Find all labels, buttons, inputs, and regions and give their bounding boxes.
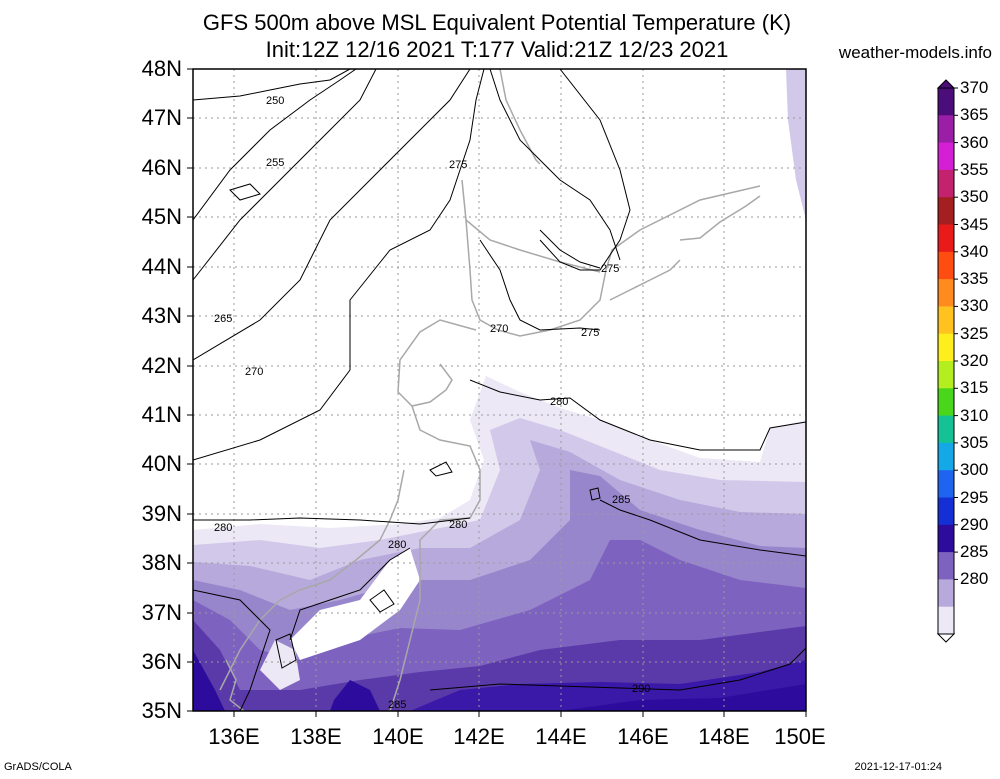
contour-label: 255: [266, 157, 284, 169]
lat-label: 35N: [141, 698, 182, 723]
lon-label: 146E: [617, 724, 669, 749]
colorbar-swatch: [938, 552, 954, 580]
colorbar-label: 320: [960, 351, 989, 370]
contour-label: 285: [388, 699, 406, 711]
contour-label: 275: [601, 263, 619, 275]
colorbar-swatch: [938, 224, 954, 253]
contour-label: 280: [449, 519, 467, 531]
colorbar-swatch: [938, 442, 954, 471]
lat-label: 41N: [141, 402, 182, 427]
contour-label: 265: [214, 313, 232, 325]
lat-label: 46N: [141, 155, 182, 180]
map-subtitle: Init:12Z 12/16 2021 T:177 Valid:21Z 12/2…: [265, 37, 729, 62]
colorbar-swatch: [938, 142, 954, 171]
lat-label: 37N: [141, 600, 182, 625]
band-294: [560, 684, 806, 711]
contour-label: 280: [388, 539, 406, 551]
band-east-edge: [786, 69, 806, 220]
colorbar-swatch: [938, 169, 954, 198]
lat-label: 44N: [141, 254, 182, 279]
colorbar-swatch: [938, 197, 954, 225]
colorbar-label: 285: [960, 542, 989, 562]
lon-label: 136E: [208, 724, 260, 749]
colorbar-label: 365: [960, 105, 989, 125]
colorbar-label: 310: [960, 405, 989, 425]
contour-label-group: 250 255 265 270 275 270 275 280 285 280 …: [214, 95, 650, 711]
axis-ticks: [187, 68, 807, 717]
colorbar-label: 280: [960, 569, 989, 589]
lat-label: 42N: [141, 353, 182, 378]
colorbar-swatch: [938, 497, 954, 526]
colorbar-label: 335: [960, 269, 989, 289]
grid-lines: [193, 69, 806, 711]
colorbar: [936, 79, 958, 643]
colorbar-label: 370: [960, 78, 989, 97]
theta-e-shading: [193, 69, 806, 711]
colorbar-swatch: [938, 415, 954, 444]
colorbar-swatch: [938, 279, 954, 307]
lon-label: 144E: [535, 724, 587, 749]
contour-label: 280: [550, 396, 568, 408]
colorbar-label: 355: [960, 159, 989, 179]
colorbar-label: 345: [960, 214, 989, 234]
lat-label: 45N: [141, 204, 182, 229]
contour-label: 270: [490, 323, 508, 335]
lat-label: 48N: [141, 56, 182, 81]
lat-label: 47N: [141, 105, 182, 130]
band-292b: [410, 660, 806, 711]
colorbar-label: 325: [960, 323, 989, 343]
contour-label: 270: [245, 366, 263, 378]
colorbar-label: 290: [960, 514, 989, 534]
contour-label: 275: [581, 327, 599, 339]
colorbar-label: 330: [960, 296, 989, 316]
footer-left: GrADS/COLA: [4, 761, 72, 773]
footer-right: 2021-12-17-01:24: [854, 761, 942, 773]
lat-label: 40N: [141, 451, 182, 476]
site-label: weather-models.info: [838, 43, 992, 62]
colorbar-label: 300: [960, 460, 989, 480]
contour-label: 285: [612, 494, 630, 506]
colorbar-label: 350: [960, 187, 989, 207]
lat-label: 38N: [141, 550, 182, 575]
colorbar-label: 360: [960, 132, 989, 152]
lat-label: 39N: [141, 501, 182, 526]
lat-label: 43N: [141, 303, 182, 328]
colorbar-label: 315: [960, 378, 989, 398]
lon-label: 140E: [372, 724, 424, 749]
colorbar-swatch: [938, 251, 954, 280]
lon-label: 142E: [453, 724, 505, 749]
contour-label: 290: [632, 683, 650, 695]
colorbar-swatch: [938, 306, 954, 335]
colorbar-swatch: [938, 361, 954, 389]
contour-label: 280: [214, 522, 232, 534]
colorbar-swatch: [938, 333, 954, 362]
plot-frame: [192, 68, 807, 712]
contour-lines: [193, 69, 806, 711]
colorbar-swatch: [938, 470, 954, 498]
lon-label: 138E: [290, 724, 342, 749]
contour-label: 250: [266, 95, 284, 107]
band-292: [193, 650, 225, 711]
colorbar-swatch: [938, 524, 954, 553]
lat-label: 36N: [141, 649, 182, 674]
lon-label: 150E: [774, 724, 826, 749]
contour-label: 275: [449, 159, 467, 171]
colorbar-swatch: [938, 88, 954, 116]
colorbar-swatch: [938, 115, 954, 144]
colorbar-swatch: [938, 388, 954, 417]
lon-label: 148E: [698, 724, 750, 749]
colorbar-swatch: [938, 579, 954, 608]
colorbar-swatch: [938, 606, 954, 635]
colorbar-label: 340: [960, 241, 989, 261]
colorbar-label: 295: [960, 487, 989, 507]
colorbar-label: 305: [960, 432, 989, 452]
map-title: GFS 500m above MSL Equivalent Potential …: [202, 10, 792, 35]
